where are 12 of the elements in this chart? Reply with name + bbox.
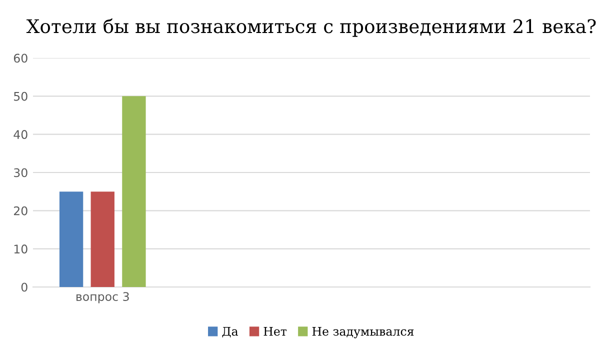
y-tick-label: 10	[14, 244, 28, 254]
chart-title: Хотели бы вы познакомиться с произведениями 21 века?	[26, 18, 596, 37]
y-tick-label: 30	[14, 168, 28, 178]
y-tick-label: 60	[14, 54, 28, 63]
legend-label: Да	[222, 326, 238, 338]
legend-label: Нет	[264, 326, 286, 336]
y-tick-label: 0	[21, 282, 28, 292]
y-tick-label: 20	[14, 206, 28, 216]
y-tick-label: 50	[14, 92, 28, 101]
y-tick-label: 40	[14, 130, 28, 139]
x-tick-label: вопрос 3	[76, 292, 129, 304]
legend-label: Не задумывался	[312, 326, 414, 338]
